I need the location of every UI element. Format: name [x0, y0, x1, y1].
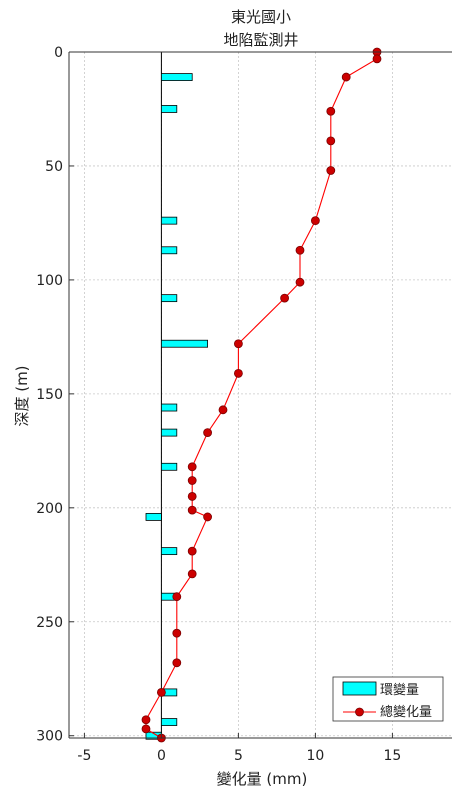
data-point: [310, 216, 320, 226]
data-point: [141, 715, 151, 725]
y-tick-label: 100: [36, 273, 63, 289]
bar: [160, 73, 193, 81]
data-point: [233, 368, 243, 378]
bar: [160, 294, 178, 303]
chart-title-line-1: 東光國小: [231, 8, 291, 26]
data-point: [172, 628, 182, 638]
data-point: [141, 724, 151, 734]
legend-swatch-bar: [342, 681, 377, 696]
y-axis-title: 深度 (m): [13, 365, 31, 426]
y-tick-label: 200: [36, 501, 63, 517]
data-point: [203, 428, 213, 438]
data-point: [187, 546, 197, 556]
bar: [160, 339, 208, 348]
total-change-line: [145, 52, 378, 739]
y-tick-label: 250: [36, 615, 63, 631]
data-point: [280, 293, 290, 303]
data-point: [341, 72, 351, 82]
data-point: [187, 476, 197, 485]
data-point: [326, 136, 336, 146]
data-point: [187, 492, 197, 501]
bar: [145, 513, 162, 521]
data-point: [172, 658, 182, 668]
bar: [160, 428, 178, 437]
data-point: [172, 592, 182, 602]
data-point: [295, 277, 305, 287]
legend-box: [332, 676, 444, 722]
data-point: [326, 106, 336, 116]
data-point: [203, 512, 213, 522]
bar: [160, 718, 178, 726]
y-tick-label: 300: [36, 729, 63, 745]
legend-label-line: 總變化量: [380, 704, 432, 720]
data-point: [326, 166, 336, 175]
legend-label-bar: 環變量: [380, 682, 419, 698]
x-tick-label: 10: [306, 748, 324, 764]
x-axis-title: 變化量 (mm): [217, 770, 308, 788]
data-point: [187, 569, 197, 579]
data-point: [295, 245, 305, 255]
x-tick-label: 0: [157, 748, 166, 764]
data-point: [187, 462, 197, 472]
bar: [160, 105, 178, 113]
y-tick-label: 150: [36, 387, 63, 403]
data-point: [156, 688, 166, 697]
bar: [160, 403, 178, 412]
plot-area: 0 50 100 150 200 250 300 -5 0 5 10 15: [36, 45, 452, 764]
bar: [160, 216, 178, 225]
y-tick-label: 50: [45, 159, 63, 175]
bar: [160, 547, 178, 556]
bar: [160, 246, 178, 255]
bar: [160, 462, 178, 471]
y-tick-label: 0: [54, 45, 63, 61]
x-tick-label: 15: [383, 748, 401, 764]
x-tick-label: 5: [234, 748, 243, 764]
legend-swatch-marker: [355, 707, 364, 717]
plot-background: [69, 52, 452, 738]
data-point: [372, 54, 382, 64]
data-point: [187, 505, 197, 515]
chart-title-line-2: 地陷監測井: [223, 31, 298, 49]
data-point: [218, 405, 228, 415]
data-point: [233, 339, 243, 349]
x-tick-label: -5: [77, 748, 91, 764]
